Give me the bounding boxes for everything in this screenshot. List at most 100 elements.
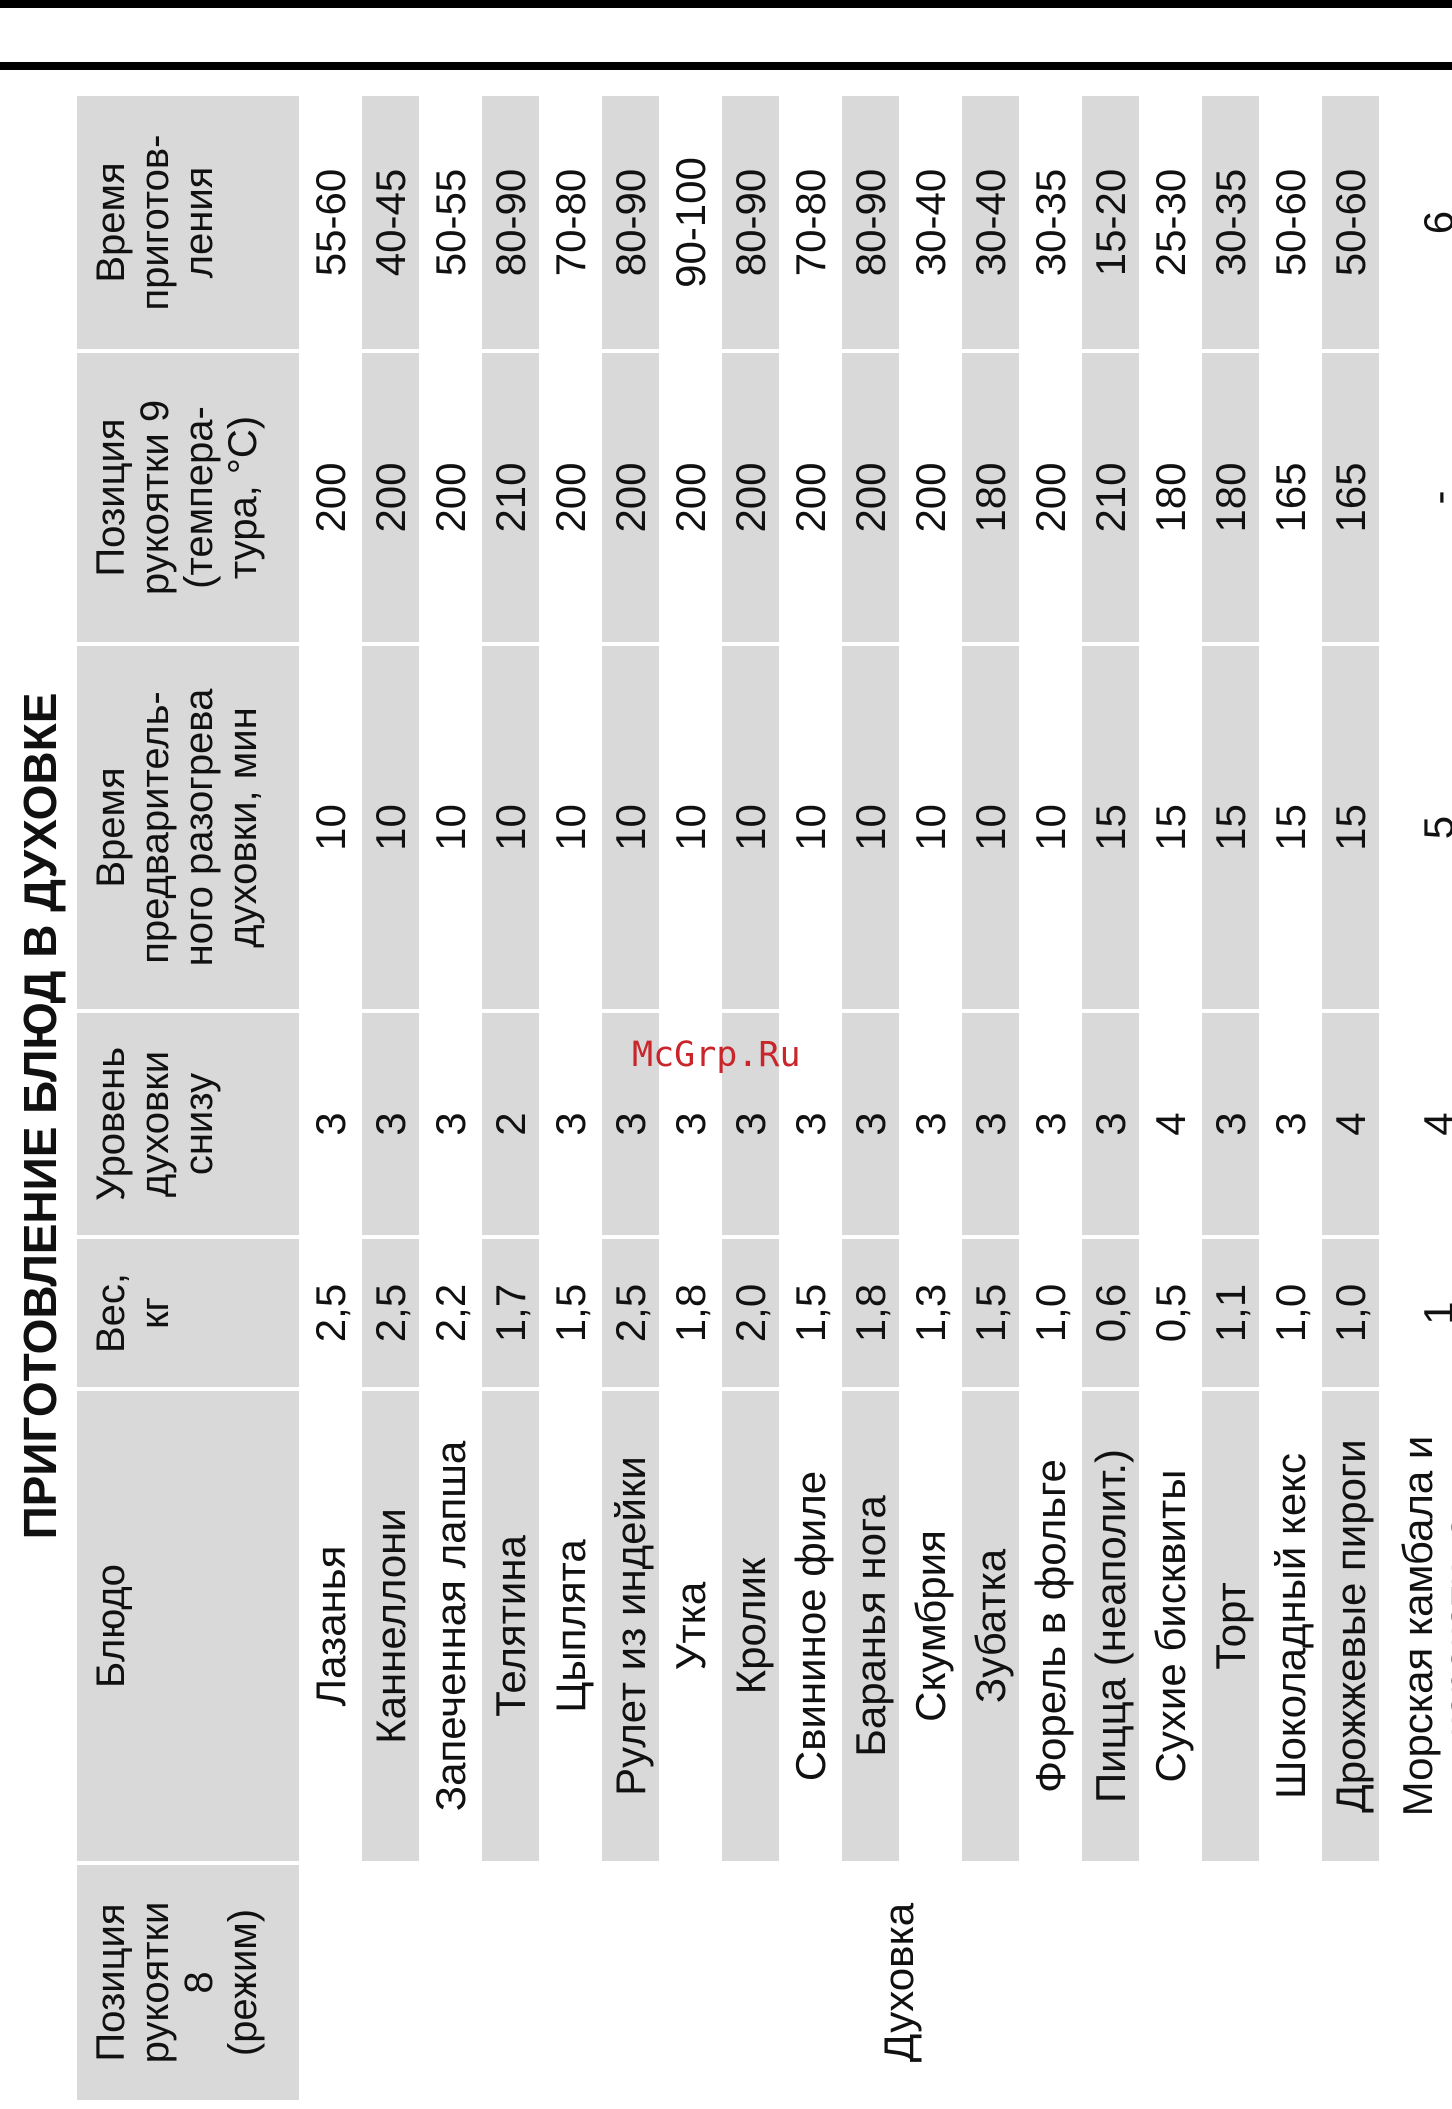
header-cell: Блюдо — [77, 1391, 299, 1861]
dish-cell: Сухие бисквиты — [1146, 1469, 1194, 1783]
value-cell: 200 — [306, 462, 354, 533]
value-cell: 3 — [426, 1112, 474, 1136]
value-cell: 10 — [722, 646, 779, 1009]
value-cell: 3 — [362, 1013, 419, 1235]
header-cell: Позиция рукоятки 9 (темпера- тура, °С) — [77, 353, 299, 642]
value-cell: 200 — [1026, 462, 1074, 533]
data-row: Морская камбала и каракатица 145-6 — [1382, 96, 1452, 2100]
header-cell: Время приготов- ления — [77, 96, 299, 349]
value-cell: 1,5 — [546, 1283, 594, 1343]
value-cell: 10 — [786, 804, 834, 851]
value-cell: 1,0 — [1026, 1283, 1074, 1343]
value-cell: 15 — [1202, 646, 1259, 1009]
value-cell: 180 — [962, 353, 1019, 642]
value-cell: 3 — [906, 1112, 954, 1136]
value-cell: 80-90 — [482, 96, 539, 349]
data-row: Торт 1,1 3 15 180 30-35 — [1202, 96, 1259, 2100]
value-cell: 3 — [1202, 1013, 1259, 1235]
dish-cell: Цыплята — [546, 1539, 594, 1713]
header-row: Позиция рукоятки 8 (режим) Блюдо Вес, кг Ур… — [77, 96, 299, 2100]
value-cell: 55-60 — [306, 168, 354, 277]
value-cell: 30-35 — [1202, 96, 1259, 349]
value-cell: 3 — [1026, 1112, 1074, 1136]
dish-cell: Морская камбала и каракатица — [1394, 1435, 1452, 1817]
value-cell: 200 — [906, 462, 954, 533]
value-cell: 200 — [666, 462, 714, 533]
value-cell: 10 — [906, 804, 954, 851]
dish-cell: Рулет из индейки — [602, 1391, 659, 1861]
value-cell: 2,2 — [426, 1283, 474, 1343]
data-row: Телятина 1,7 2 10 210 80-90 — [482, 96, 539, 2100]
dish-cell: Телятина — [482, 1391, 539, 1861]
value-cell: 10 — [842, 646, 899, 1009]
data-row: Форель в фольге 1,0 3 10 200 30-35 — [1022, 96, 1079, 2100]
value-cell: 1,7 — [482, 1239, 539, 1387]
value-cell: 210 — [1082, 353, 1139, 642]
value-cell: 4 — [1322, 1013, 1379, 1235]
value-cell: 6 — [1382, 96, 1452, 349]
value-cell: 15 — [1146, 804, 1194, 851]
data-row: Духовка Лазанья 2,5 3 10 200 55-60 — [302, 96, 923, 2100]
value-cell: 10 — [426, 804, 474, 851]
value-cell: 2,0 — [722, 1239, 779, 1387]
value-cell: 15 — [1082, 646, 1139, 1009]
dish-cell: Пицца (неаполит.) — [1082, 1391, 1139, 1861]
data-row: Пицца (неаполит.) 0,6 3 15 210 15-20 — [1082, 96, 1139, 2100]
data-row: Рулет из индейки 2,5 3 10 200 80-90 — [602, 96, 659, 2100]
mode-cell: Духовка — [875, 1902, 922, 2063]
page-title: ПРИГОТОВЛЕНИЕ БЛЮД В ДУХОВКЕ — [14, 692, 66, 1540]
value-cell: 50-55 — [426, 168, 474, 277]
value-cell: 210 — [482, 353, 539, 642]
dish-cell: Каннеллони — [362, 1391, 419, 1861]
value-cell: 0,5 — [1146, 1283, 1194, 1343]
value-cell: 1,8 — [842, 1239, 899, 1387]
data-row: Скумбрия 1,3 3 10 200 30-40 — [902, 96, 959, 2100]
value-cell: 200 — [602, 353, 659, 642]
value-cell: 3 — [1082, 1013, 1139, 1235]
data-row: Шоколадный кекс 1,0 3 15 165 50-60 — [1262, 96, 1319, 2100]
top-rule — [0, 62, 1452, 70]
dish-cell: Торт — [1202, 1391, 1259, 1861]
data-row: Дрожжевые пироги 1,0 4 15 165 50-60 — [1322, 96, 1379, 2100]
value-cell: 50-60 — [1266, 168, 1314, 277]
value-cell: 70-80 — [546, 168, 594, 277]
header-cell: Позиция рукоятки 8 (режим) — [77, 1865, 299, 2100]
value-cell: 200 — [786, 462, 834, 533]
value-cell: 200 — [362, 353, 419, 642]
value-cell: 25-30 — [1146, 168, 1194, 277]
value-cell: 3 — [1266, 1112, 1314, 1136]
dish-cell: Свининое филе — [786, 1470, 834, 1782]
value-cell: 10 — [482, 646, 539, 1009]
header-cell: Уровень духовки снизу — [77, 1013, 299, 1235]
value-cell: 15 — [1266, 804, 1314, 851]
value-cell: 1 — [1382, 1239, 1452, 1387]
data-row: Зубатка 1,5 3 10 180 30-40 — [962, 96, 1019, 2100]
data-row: Запеченная лапша 2,2 3 10 200 50-55 — [422, 96, 479, 2100]
value-cell: 165 — [1322, 353, 1379, 642]
dish-cell: Лазанья — [306, 1545, 354, 1707]
data-row: Кролик 2,0 3 10 200 80-90 — [722, 96, 779, 2100]
data-row: Сухие бисквиты 0,5 4 15 180 25-30 — [1142, 96, 1199, 2100]
value-cell: 200 — [842, 353, 899, 642]
value-cell: 1,5 — [786, 1283, 834, 1343]
value-cell: 200 — [722, 353, 779, 642]
value-cell: 15 — [1322, 646, 1379, 1009]
value-cell: 90-100 — [666, 157, 714, 288]
data-row: Цыплята 1,5 3 10 200 70-80 — [542, 96, 599, 2100]
data-row: Каннеллони 2,5 3 10 200 40-45 — [362, 96, 419, 2100]
value-cell: 70-80 — [786, 168, 834, 277]
value-cell: 30-40 — [906, 168, 954, 277]
value-cell: 1,8 — [666, 1283, 714, 1343]
top-bar — [0, 0, 1452, 8]
dish-cell: Кролик — [722, 1391, 779, 1861]
value-cell: 4 — [1146, 1112, 1194, 1136]
value-cell: 10 — [1026, 804, 1074, 851]
value-cell: 80-90 — [842, 96, 899, 349]
value-cell: 10 — [306, 804, 354, 851]
value-cell: 1,0 — [1266, 1283, 1314, 1343]
value-cell: 80-90 — [602, 96, 659, 349]
watermark: McGrp.Ru — [632, 1035, 801, 1075]
value-cell: 200 — [426, 462, 474, 533]
value-cell: 3 — [306, 1112, 354, 1136]
